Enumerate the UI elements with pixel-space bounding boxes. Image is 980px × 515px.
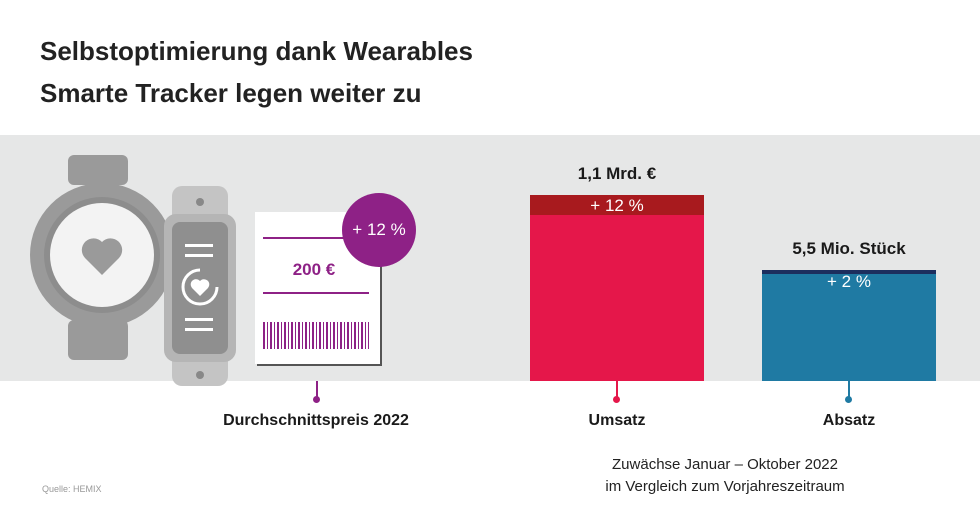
category-label: Absatz bbox=[822, 412, 876, 429]
receipt-price: 200 € bbox=[292, 260, 336, 279]
value-label: 1,1 Mrd. € bbox=[577, 164, 657, 183]
bar-dot bbox=[613, 396, 620, 403]
bar-umsatz: + 12 % bbox=[530, 195, 704, 381]
growth-label: + 12 % bbox=[590, 196, 644, 215]
smartwatch-icon bbox=[30, 155, 174, 360]
barcode-icon bbox=[263, 322, 369, 349]
bar-stem bbox=[848, 381, 850, 399]
bar-stem bbox=[616, 381, 618, 399]
footnote: Zuwächse Januar – Oktober 2022 im Verglei… bbox=[560, 454, 890, 498]
source: Quelle: HEMIX bbox=[42, 484, 102, 494]
growth-segment bbox=[762, 270, 936, 274]
growth-label: + 2 % bbox=[827, 272, 871, 291]
price-stem bbox=[316, 381, 318, 399]
price-dot bbox=[313, 396, 320, 403]
wearables-illustration bbox=[30, 155, 236, 386]
chart-title: Selbstoptimierung dank Wearables bbox=[40, 36, 473, 66]
chart-subtitle: Smarte Tracker legen weiter zu bbox=[40, 78, 422, 108]
bar-dot bbox=[845, 396, 852, 403]
value-label: 5,5 Mio. Stück bbox=[792, 239, 906, 258]
bar-absatz: + 2 % bbox=[762, 270, 936, 381]
footnote-line-2: im Vergleich zum Vorjahreszeitraum bbox=[605, 478, 845, 495]
fitness-band-icon bbox=[164, 186, 236, 386]
price-growth-label: + 12 % bbox=[352, 220, 406, 239]
growth-segment bbox=[530, 195, 704, 215]
category-label: Umsatz bbox=[588, 412, 646, 429]
footnote-line-1: Zuwächse Januar – Oktober 2022 bbox=[612, 456, 838, 473]
price-growth-badge: + 12 % bbox=[342, 193, 416, 267]
price-label: Durchschnittspreis 2022 bbox=[223, 412, 409, 429]
